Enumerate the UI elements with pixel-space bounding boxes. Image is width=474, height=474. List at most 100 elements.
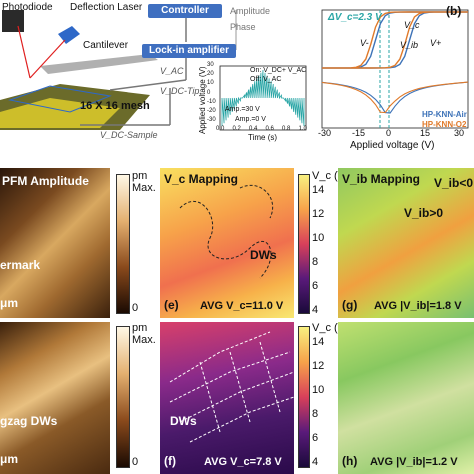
- inset-xtick: 0.2: [232, 126, 241, 132]
- waveform-inset: [200, 60, 310, 150]
- panel-b-xtick: -30: [318, 128, 332, 138]
- um-fragment-top: μm: [0, 296, 19, 310]
- mesh-label: 16 X 16 mesh: [80, 100, 150, 112]
- cantilever-label: Cantilever: [83, 40, 129, 51]
- vc-tick-bottom: 8: [312, 408, 319, 420]
- um-fragment-bottom: μm: [0, 452, 19, 466]
- avg-f: AVG V_c=7.8 V: [204, 456, 282, 468]
- vc-tick-top: 4: [312, 304, 319, 316]
- inset-amp0: Amp.=0 V: [235, 116, 266, 123]
- avg-g: AVG |V_ib|=1.8 V: [374, 300, 462, 312]
- pfm-colorbar-top: [116, 174, 130, 314]
- vib-map-g: [338, 168, 474, 318]
- panel-f-label: (f): [164, 454, 176, 468]
- vc-map-e: [160, 168, 294, 318]
- max-label-top: Max.: [132, 182, 156, 194]
- inset-xtick: 1.0: [298, 126, 307, 132]
- vc-tick-top: 6: [312, 280, 319, 292]
- vac-label: V_AC: [160, 66, 184, 76]
- panel-e-label: (e): [164, 298, 179, 312]
- pfm-title-top: PFM Amplitude: [2, 174, 89, 188]
- amplitude-label: Amplitude: [230, 6, 271, 16]
- inset-on-label: On: V_DC+ V_AC: [250, 67, 307, 74]
- inset-ytick: -10: [207, 98, 216, 105]
- pfm-map-bottom: [0, 322, 110, 474]
- zero-label-top: 0: [132, 302, 139, 314]
- panel-b-xlabel: Applied voltage (V): [350, 140, 435, 151]
- laser-icon: [58, 26, 80, 44]
- vc-colorbar-bottom: [298, 326, 310, 468]
- inset-xtick: 0.6: [265, 126, 274, 132]
- vc-tick-bottom: 12: [312, 360, 325, 372]
- panel-h-label: (h): [342, 454, 358, 468]
- vc-tick-top: 10: [312, 232, 325, 244]
- waveform-plot: [219, 65, 307, 131]
- panel-b-xtick: 30: [454, 128, 465, 138]
- hysteresis-svg: [321, 9, 469, 129]
- inset-xtick: 0.8: [282, 126, 291, 132]
- inset-ytick: 30: [207, 62, 214, 68]
- mesh-grid: [8, 85, 112, 113]
- avg-h: AVG |V_ib|=1.2 V: [370, 456, 458, 468]
- pfm-map-top: [0, 168, 110, 318]
- legend-air: HP-KNN-Air: [422, 110, 467, 119]
- pm-label-bottom: pm: [132, 322, 148, 334]
- lockin-box: Lock-in amplifier: [142, 44, 236, 58]
- max-label-bottom: Max.: [132, 334, 156, 346]
- panel-b-xtick: 15: [420, 128, 431, 138]
- panel-b-label: (b): [446, 4, 462, 18]
- vib-gt0: V_ib>0: [404, 206, 444, 220]
- pfm-colorbar-bottom: [116, 326, 130, 468]
- vc-tick-bottom: 6: [312, 432, 319, 444]
- controller-box: Controller: [148, 4, 222, 18]
- vib-map-h: [338, 322, 474, 474]
- inset-xtick: 0.4: [249, 126, 258, 132]
- vc-tick-bottom: 4: [312, 456, 319, 468]
- vib-label: V_ib: [400, 40, 419, 50]
- inset-amp30: Amp.=30 V: [225, 106, 260, 113]
- legend-o2: HP-KNN-O2: [422, 120, 467, 129]
- vdc-tip-label: V_DC-Tip: [160, 86, 200, 96]
- vc-label: V_c: [404, 20, 420, 30]
- vdc-sample-label: V_DC-Sample: [100, 130, 158, 140]
- watermark-fragment: ermark: [0, 258, 41, 272]
- photodiode-icon: [2, 10, 24, 32]
- inset-ytick: 0: [207, 89, 211, 96]
- afm-schematic: [0, 0, 310, 140]
- dw-outline-e: [179, 184, 274, 279]
- delta-vc-label: ΔV_c=2.3 V: [328, 12, 382, 23]
- vc-tick-bottom: 14: [312, 336, 325, 348]
- inset-ytick: 10: [207, 80, 214, 87]
- vminus-label: V-: [360, 38, 369, 48]
- vc-tick-top: 12: [312, 208, 325, 220]
- vc-colorbar-top: [298, 174, 310, 314]
- panel-b-xtick: 0: [386, 128, 392, 138]
- avg-e: AVG V_c=11.0 V: [200, 300, 284, 312]
- inset-off-label: Off: V_AC: [250, 76, 282, 83]
- vplus-label: V+: [430, 38, 442, 48]
- inset-xtick: 0.0: [216, 126, 225, 132]
- inset-ytick: 20: [207, 71, 214, 78]
- pm-label-top: pm: [132, 170, 148, 182]
- zigzag-label: gzag DWs: [0, 414, 58, 428]
- panel-g-label: (g): [342, 298, 358, 312]
- vib-title-g: V_ib Mapping: [342, 172, 420, 186]
- vc-tick-top: 14: [312, 184, 325, 196]
- hysteresis-chart: [318, 0, 474, 150]
- dws-label-e: DWs: [250, 248, 277, 262]
- vib-lt0: V_ib<0: [434, 176, 474, 190]
- photodiode-label: Photodiode: [2, 2, 53, 13]
- vc-tick-bottom: 10: [312, 384, 325, 396]
- inset-ylabel: Applied voltage (V): [198, 66, 207, 134]
- vc-tick-top: 8: [312, 256, 319, 268]
- dws-label-f: DWs: [170, 414, 197, 428]
- deflection-laser-label: Deflection Laser: [70, 2, 143, 13]
- zero-label-bottom: 0: [132, 456, 139, 468]
- schematic-drawing: [0, 10, 237, 130]
- panel-b-xtick: -15: [352, 128, 366, 138]
- phase-label: Phase: [230, 22, 256, 32]
- dw-lines-f: [169, 331, 294, 443]
- inset-xlabel: Time (s): [248, 133, 278, 142]
- cantilever-icon: [40, 54, 158, 74]
- inset-ytick: -30: [207, 117, 216, 124]
